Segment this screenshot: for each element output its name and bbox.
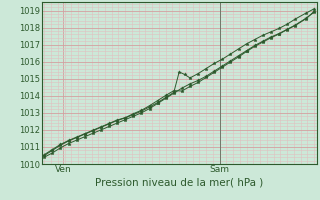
X-axis label: Pression niveau de la mer( hPa ): Pression niveau de la mer( hPa ) [95,177,263,187]
